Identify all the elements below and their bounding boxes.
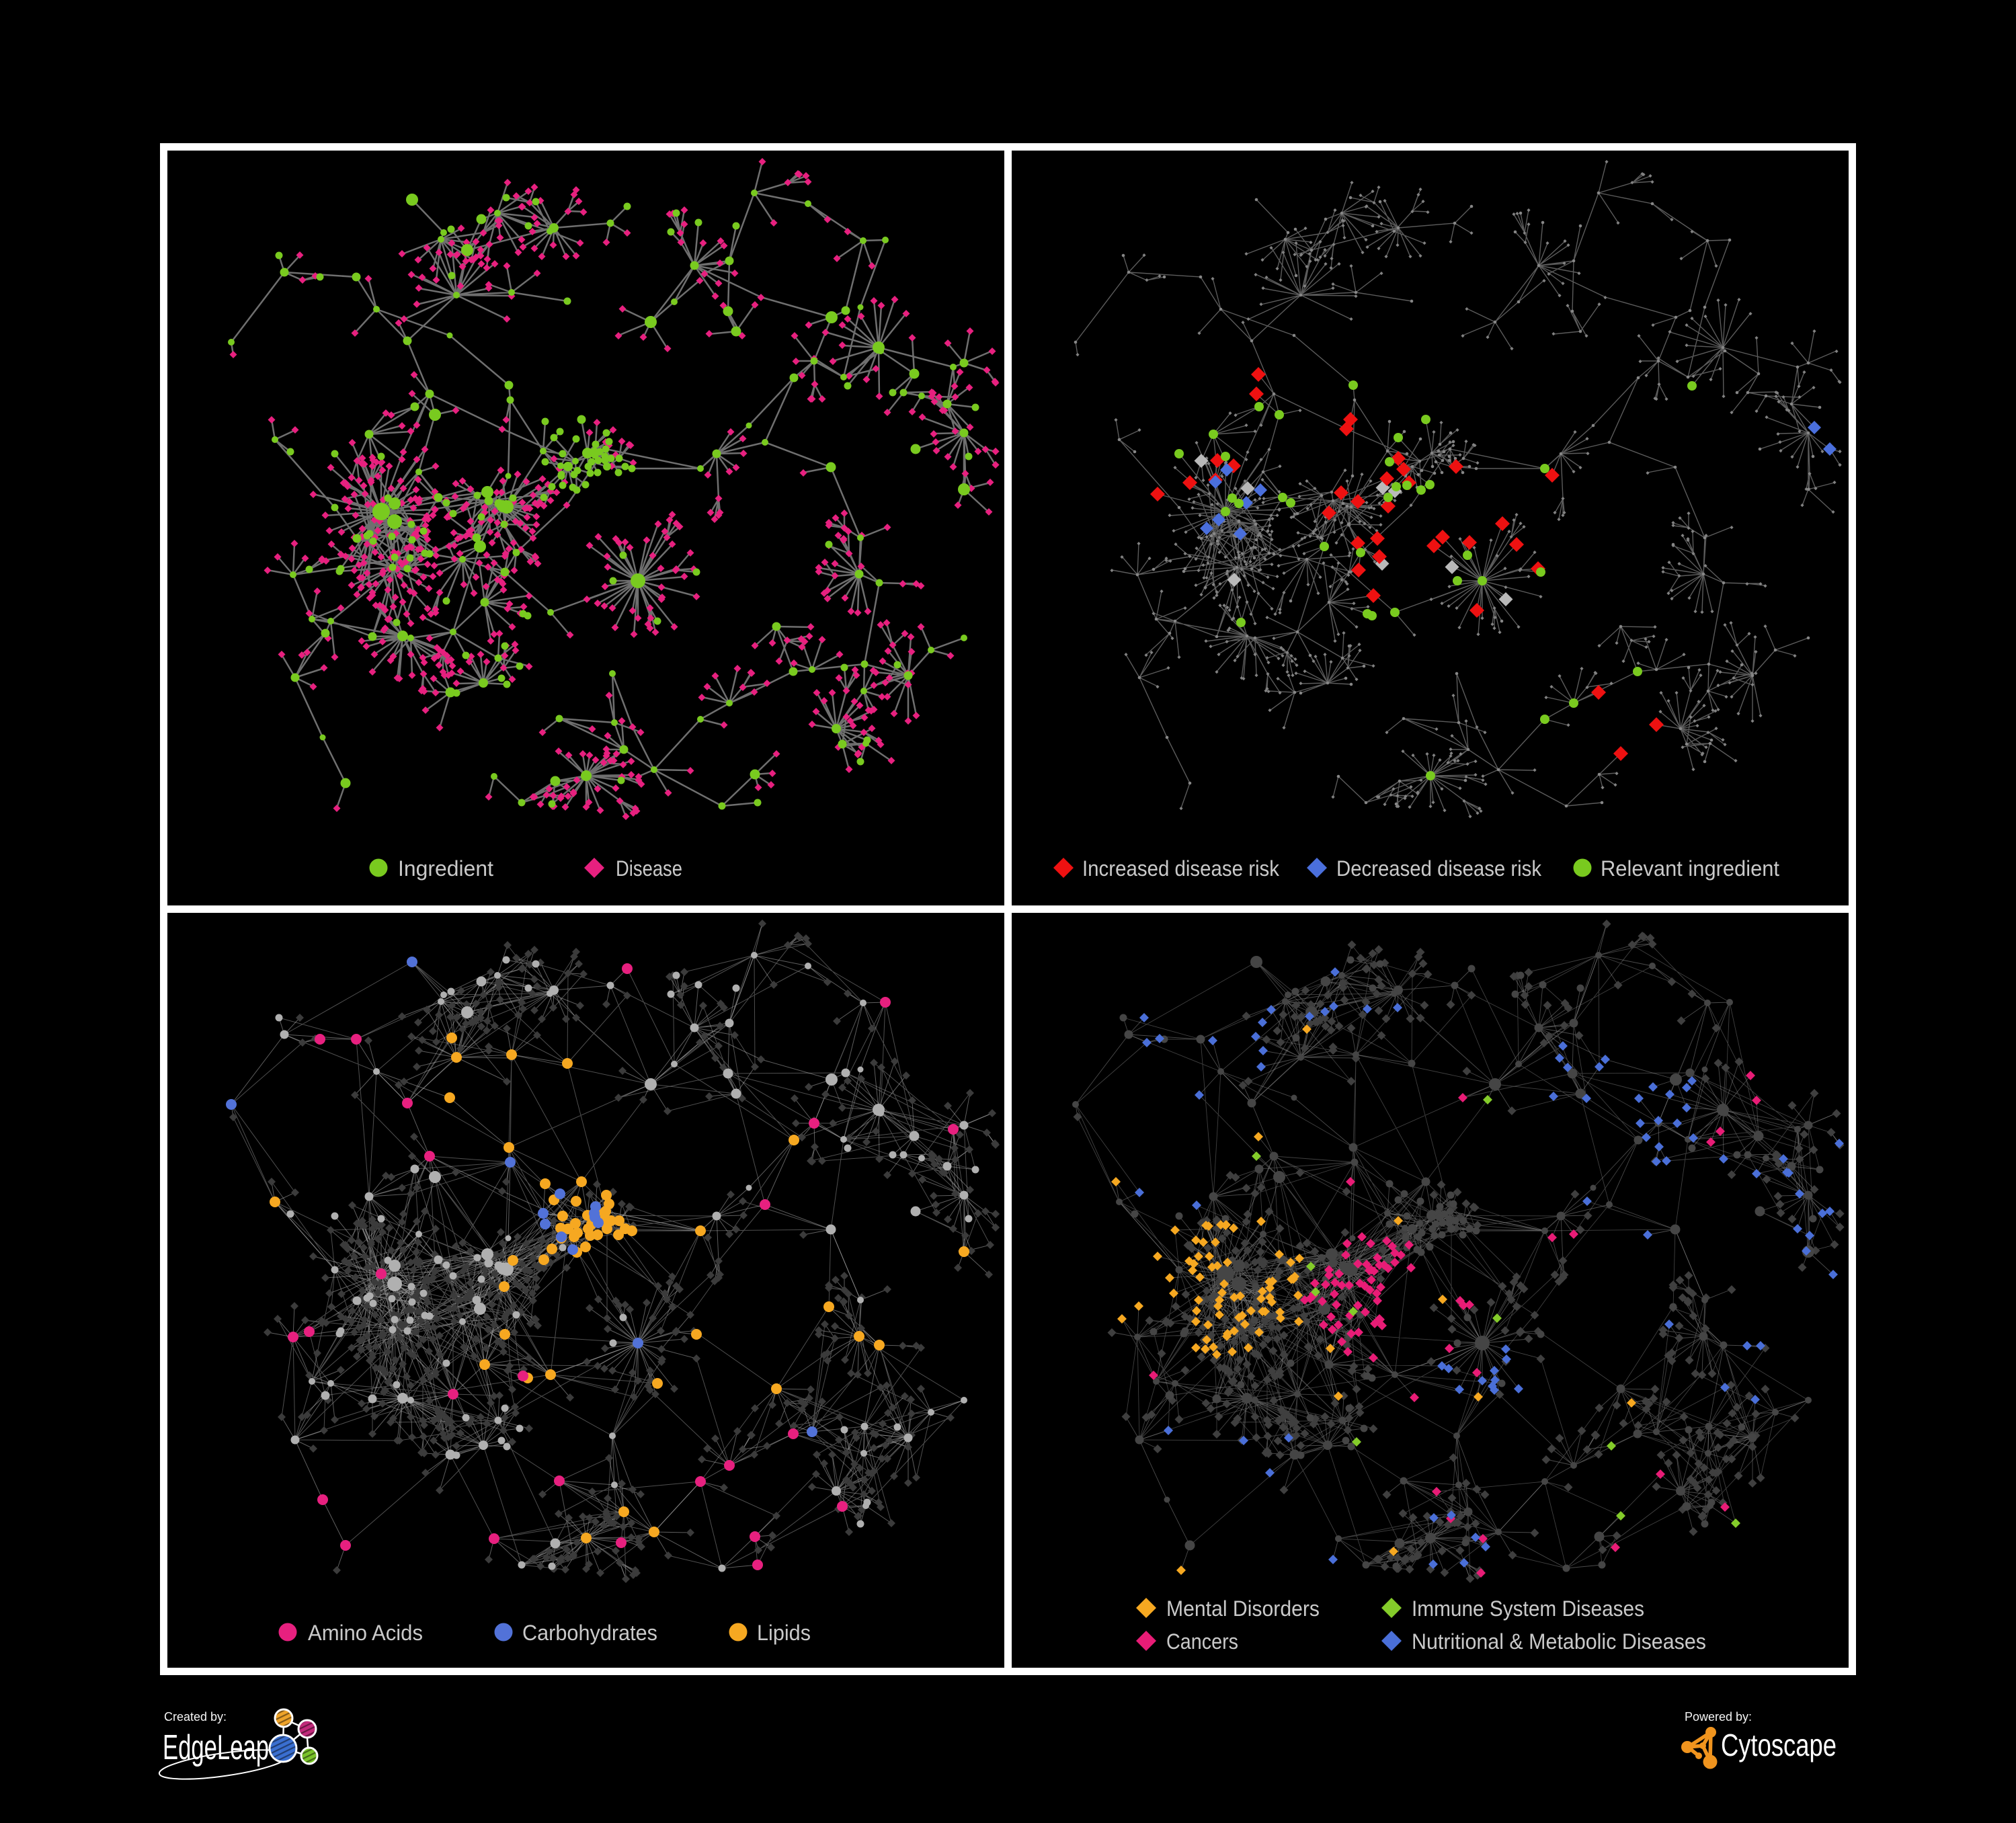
svg-text:Carbohydrates: Carbohydrates (522, 1621, 657, 1645)
svg-text:Nutritional & Metabolic Diseas: Nutritional & Metabolic Diseases (1412, 1629, 1706, 1654)
svg-text:Amino Acids: Amino Acids (308, 1621, 423, 1645)
svg-text:Powered by:: Powered by: (1685, 1710, 1752, 1724)
svg-text:Increased disease risk: Increased disease risk (1082, 856, 1280, 881)
svg-text:Relevant ingredient: Relevant ingredient (1601, 856, 1779, 881)
svg-text:Created by:: Created by: (164, 1710, 227, 1724)
svg-text:Cancers: Cancers (1166, 1629, 1238, 1654)
svg-text:EdgeLeap: EdgeLeap (163, 1728, 269, 1767)
svg-text:Ingredient: Ingredient (398, 856, 493, 881)
svg-text:Lipids: Lipids (757, 1621, 811, 1645)
svg-text:Immune System Diseases: Immune System Diseases (1412, 1596, 1644, 1621)
svg-text:Disease: Disease (616, 856, 682, 881)
svg-text:Cytoscape: Cytoscape (1721, 1728, 1837, 1763)
svg-text:Mental Disorders: Mental Disorders (1166, 1596, 1320, 1621)
svg-text:Decreased disease risk: Decreased disease risk (1336, 856, 1542, 881)
